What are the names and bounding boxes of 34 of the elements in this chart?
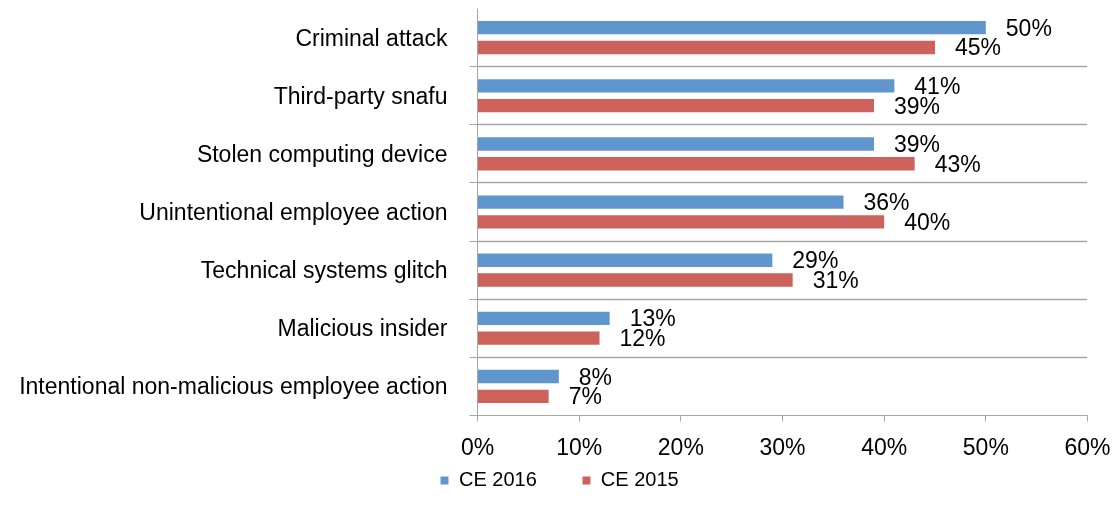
y-tick-label: Stolen computing device xyxy=(196,140,448,167)
x-tick-label: 40% xyxy=(861,433,908,460)
y-tick-label: Malicious insider xyxy=(277,315,448,342)
bar xyxy=(477,369,559,384)
bar xyxy=(477,195,844,209)
data-label: 50% xyxy=(1005,14,1052,41)
bar xyxy=(477,273,793,287)
bar xyxy=(477,79,895,93)
x-tick-label: 0% xyxy=(460,433,495,460)
bar xyxy=(477,137,874,151)
bar xyxy=(477,157,915,171)
legend-label: CE 2016 xyxy=(459,468,537,491)
y-tick-label: Unintentional employee action xyxy=(139,199,448,225)
x-tick-label: 20% xyxy=(657,433,704,460)
bar xyxy=(477,21,986,35)
bar xyxy=(477,215,885,229)
bar xyxy=(477,331,600,345)
data-label: 36% xyxy=(863,189,910,216)
data-label: 45% xyxy=(955,34,1002,61)
x-tick-label: 50% xyxy=(962,433,1009,460)
y-tick-label: Third-party snafu xyxy=(273,82,448,109)
data-label: 39% xyxy=(894,130,941,157)
x-tick-label: 60% xyxy=(1064,433,1111,460)
y-tick-label: Criminal attack xyxy=(295,24,448,51)
bar xyxy=(477,40,935,55)
y-tick-label: Technical systems glitch xyxy=(200,257,448,284)
bar xyxy=(477,389,549,403)
x-tick-label: 30% xyxy=(759,433,806,460)
bar xyxy=(477,98,874,113)
bar xyxy=(477,253,773,267)
y-tick-label: Intentional non-malicious employee action xyxy=(19,373,448,400)
bar xyxy=(477,311,610,326)
legend-label: CE 2015 xyxy=(600,468,679,491)
x-tick-label: 10% xyxy=(556,433,603,460)
